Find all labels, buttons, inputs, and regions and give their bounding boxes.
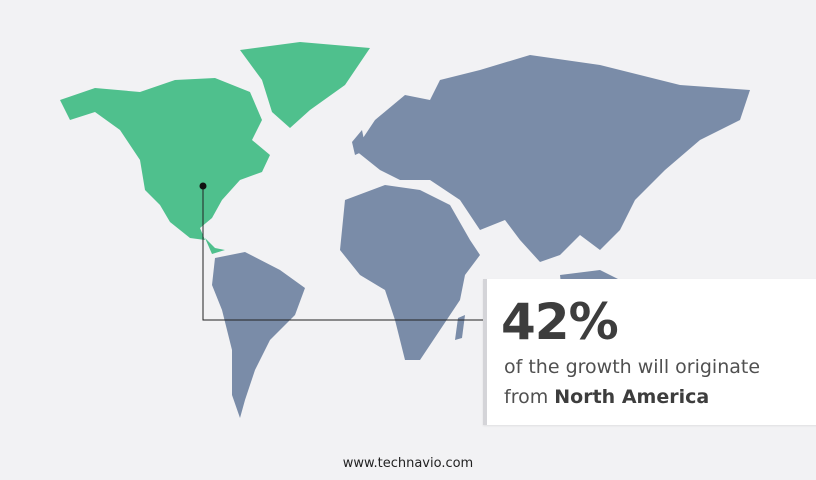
japan xyxy=(625,150,645,185)
location-marker xyxy=(199,182,207,190)
callout-leader xyxy=(199,182,483,321)
eurasia xyxy=(355,55,750,262)
callout-prefix: from xyxy=(504,386,549,408)
south-america xyxy=(212,252,305,418)
africa xyxy=(340,185,480,360)
other-continents xyxy=(212,55,750,418)
callout-text-line1: of the growth will originate xyxy=(504,356,761,378)
callout-region: North America xyxy=(554,386,710,408)
madagascar xyxy=(455,315,465,340)
callout-card: 42% of the growth will originate from No… xyxy=(483,279,816,425)
website-footer: www.technavio.com xyxy=(342,456,474,471)
growth-percentage: 42% xyxy=(501,293,619,351)
uk xyxy=(352,130,366,155)
north-america xyxy=(60,42,370,254)
callout-text-line2: from North America xyxy=(504,386,709,408)
